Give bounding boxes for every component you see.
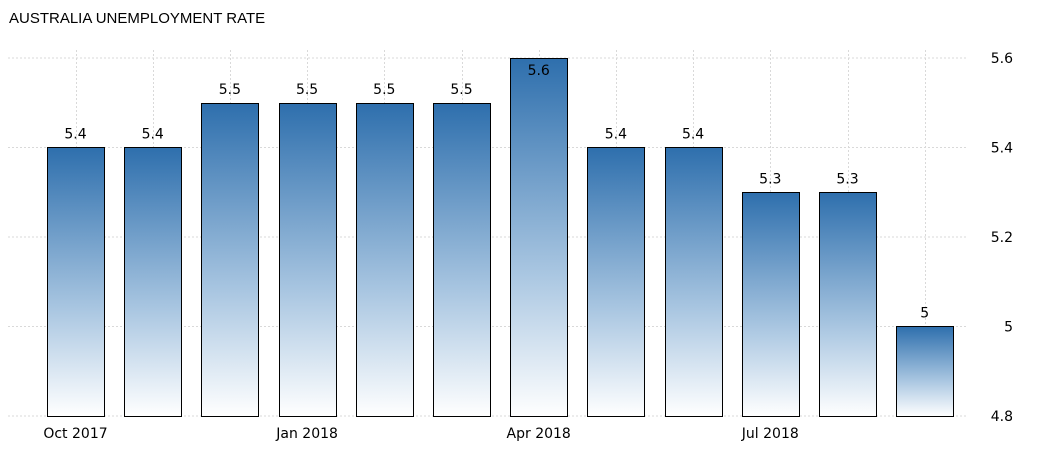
bar <box>896 326 954 417</box>
y-axis: 4.8 5 5.2 5.4 5.6 <box>991 51 1013 425</box>
bar <box>742 192 800 417</box>
chart-title: AUSTRALIA UNEMPLOYMENT RATE <box>9 10 266 27</box>
x-tick-label: Jul 2018 <box>741 426 799 442</box>
bar <box>665 147 723 417</box>
y-tick-label: 5 <box>1004 320 1013 336</box>
data-label: 5.5 <box>219 82 241 98</box>
y-tick-label: 4.8 <box>991 409 1013 425</box>
data-label-layer: 5.4 5.4 5.5 5.5 5.5 5.5 5.6 5.4 5.4 5.3 5.3 5 <box>64 63 929 322</box>
bar <box>510 58 568 417</box>
data-label: 5.4 <box>142 127 164 143</box>
data-label: 5.5 <box>373 82 395 98</box>
data-label: 5.6 <box>528 63 550 79</box>
x-axis: Oct 2017 Jan 2018 Apr 2018 Jul 2018 <box>43 426 798 442</box>
bar <box>47 147 105 417</box>
data-label: 5.4 <box>682 127 704 143</box>
y-tick-label: 5.4 <box>991 141 1013 157</box>
y-tick-label: 5.2 <box>991 230 1013 246</box>
bar <box>279 103 337 417</box>
x-tick-label: Apr 2018 <box>507 426 571 442</box>
data-label: 5 <box>920 306 929 322</box>
data-label: 5.5 <box>296 82 318 98</box>
bar <box>587 147 645 417</box>
data-label: 5.3 <box>759 171 781 187</box>
data-label: 5.4 <box>605 127 627 143</box>
bar <box>356 103 414 417</box>
bar <box>124 147 182 417</box>
x-tick-label: Oct 2017 <box>43 426 107 442</box>
data-label: 5.5 <box>450 82 472 98</box>
bar <box>201 103 259 417</box>
data-label: 5.3 <box>836 171 858 187</box>
x-tick-label: Jan 2018 <box>275 426 338 442</box>
data-label: 5.4 <box>64 127 86 143</box>
bar <box>433 103 491 417</box>
y-tick-label: 5.6 <box>991 51 1013 67</box>
bar <box>819 192 877 417</box>
bar-layer <box>47 58 954 417</box>
